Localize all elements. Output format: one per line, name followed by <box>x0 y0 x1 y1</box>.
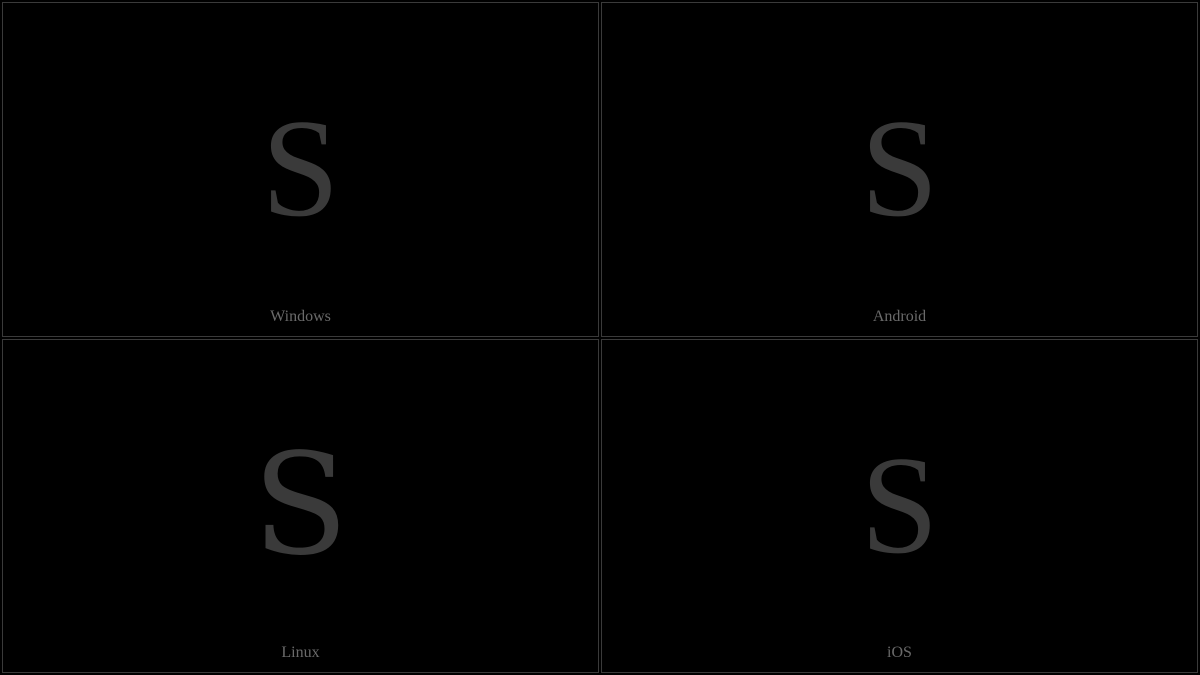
label-linux: Linux <box>281 644 319 662</box>
panel-android: S Android <box>601 2 1198 337</box>
panel-ios: S iOS <box>601 339 1198 674</box>
label-android: Android <box>873 308 926 326</box>
panel-windows: S Windows <box>2 2 599 337</box>
glyph-linux: S <box>253 436 349 576</box>
glyph-android: S <box>861 99 939 239</box>
label-windows: Windows <box>270 308 331 326</box>
label-ios: iOS <box>887 644 912 662</box>
glyph-ios: S <box>861 436 939 576</box>
glyph-windows: S <box>262 99 340 239</box>
panel-linux: S Linux <box>2 339 599 674</box>
